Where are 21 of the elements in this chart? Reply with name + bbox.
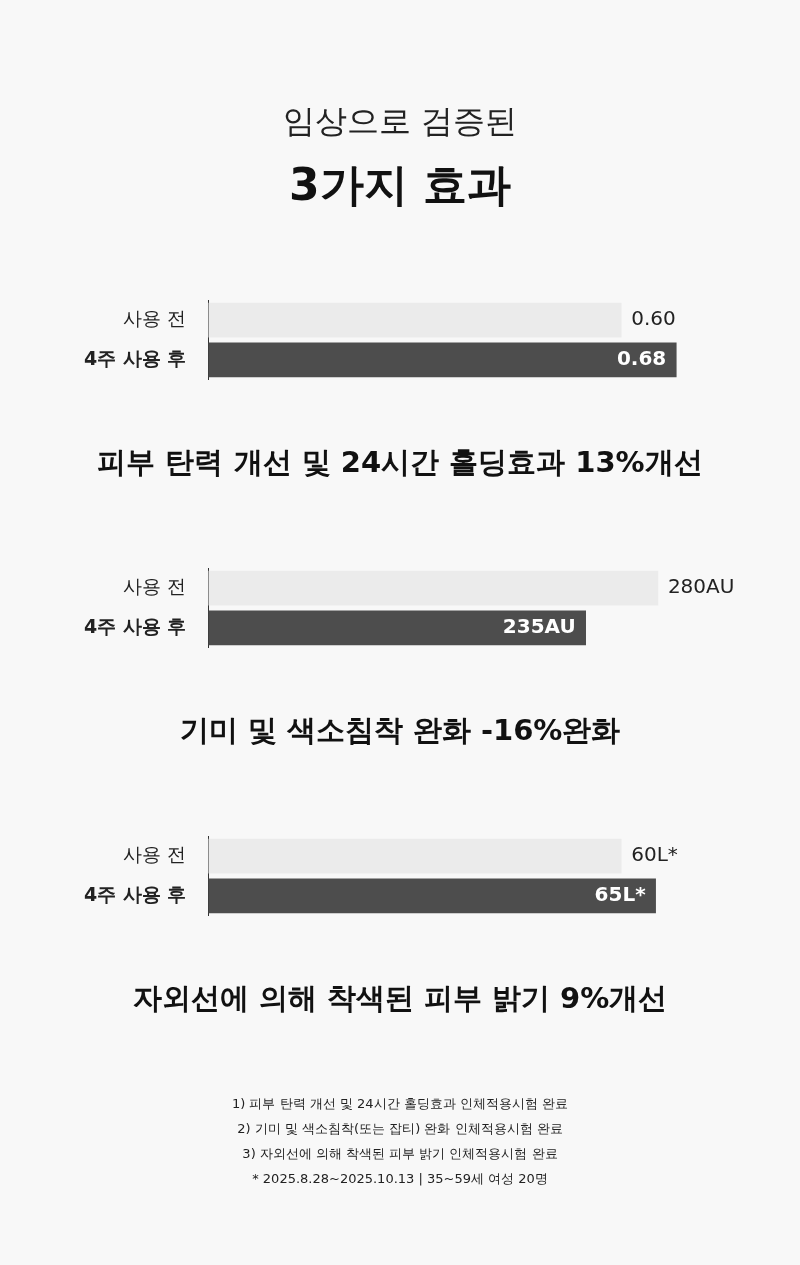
y-tick-label: 4주 사용 후 — [84, 882, 187, 905]
text: 3) 자외선에 의해 착색된 피부 밝기 인체적용시험 완료 — [241, 1145, 559, 1163]
text: 피부 탄력 개선 및 24시간 홀딩효과 13%개선 — [96, 444, 704, 481]
text: 2) 기미 및 색소침착(또는 잡티) 완화 인체적용시험 완료 — [236, 1120, 564, 1138]
text: 1) 피부 탄력 개선 및 24시간 홀딩효과 인체적용시험 완료 — [231, 1095, 569, 1113]
data-label: 65L* — [594, 882, 647, 906]
y-tick-label: 4주 사용 후 — [84, 614, 187, 637]
text: 3가지 효과 — [288, 158, 512, 212]
y-tick-label: 사용 전 — [123, 307, 187, 330]
text: 기미 및 색소침착 완화 -16%완화 — [178, 712, 622, 749]
data-label: 235AU — [502, 614, 576, 638]
text: * 2025.8.28~2025.10.13 | 35~59세 여성 20명 — [251, 1170, 549, 1188]
text: 자외선에 의해 착색된 피부 밝기 9%개선 — [131, 980, 669, 1017]
data-label: 0.60 — [631, 306, 676, 331]
data-label: 280AU — [667, 574, 735, 599]
y-tick-label: 4주 사용 후 — [84, 346, 187, 369]
text: 임상으로 검증된 — [281, 101, 519, 142]
y-tick-label: 사용 전 — [123, 843, 187, 866]
y-tick-label: 사용 전 — [123, 575, 187, 598]
data-label: 60L* — [631, 842, 678, 867]
data-label: 0.68 — [616, 346, 667, 370]
